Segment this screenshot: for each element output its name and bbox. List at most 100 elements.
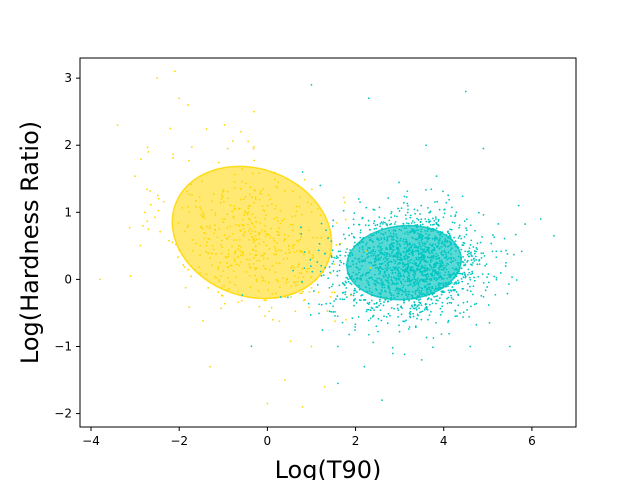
scatter-point: [469, 253, 472, 255]
scatter-point: [346, 272, 349, 275]
scatter-point: [434, 271, 437, 274]
scatter-point: [369, 238, 372, 241]
scatter-point: [162, 200, 165, 203]
scatter-point: [351, 252, 353, 255]
scatter-point: [382, 258, 385, 261]
scatter-point: [437, 270, 440, 273]
scatter-point: [272, 237, 275, 240]
scatter-point: [253, 159, 256, 162]
scatter-point: [425, 276, 428, 278]
scatter-point: [408, 256, 410, 258]
scatter-point: [254, 239, 256, 242]
scatter-point: [434, 216, 437, 219]
scatter-point: [344, 251, 347, 254]
scatter-point: [339, 298, 342, 300]
scatter-point: [465, 227, 467, 230]
scatter-point: [384, 231, 387, 234]
scatter-point: [508, 345, 511, 348]
scatter-point: [284, 379, 286, 381]
scatter-point: [188, 159, 190, 162]
scatter-point: [301, 171, 304, 173]
scatter-point: [399, 245, 402, 248]
scatter-point: [346, 267, 349, 270]
scatter-point: [447, 296, 450, 299]
scatter-point: [359, 231, 362, 234]
scatter-point: [495, 276, 498, 279]
scatter-point: [379, 245, 382, 248]
scatter-point: [463, 220, 466, 223]
scatter-point: [424, 294, 427, 297]
scatter-point: [482, 147, 485, 150]
scatter-point: [487, 281, 490, 284]
scatter-point: [207, 237, 210, 240]
scatter-point: [395, 247, 398, 250]
scatter-point: [454, 281, 457, 284]
scatter-point: [420, 359, 423, 361]
scatter-point: [345, 318, 348, 321]
scatter-point: [244, 210, 247, 212]
scatter-point: [421, 242, 423, 244]
scatter-point: [435, 279, 438, 282]
scatter-point: [408, 243, 411, 246]
scatter-point: [255, 220, 258, 223]
scatter-point: [425, 232, 427, 235]
scatter-point: [432, 257, 435, 260]
scatter-point: [413, 208, 416, 211]
scatter-point: [441, 310, 444, 313]
scatter-point: [439, 288, 441, 291]
scatter-point: [453, 288, 456, 291]
scatter-point: [460, 267, 463, 270]
scatter-point: [410, 258, 413, 261]
scatter-point: [457, 255, 460, 258]
scatter-point: [462, 276, 465, 279]
scatter-point: [473, 257, 475, 260]
scatter-point: [402, 222, 405, 225]
scatter-point: [365, 286, 367, 289]
scatter-point: [408, 283, 411, 286]
scatter-point: [333, 256, 336, 259]
scatter-point: [233, 258, 236, 260]
scatter-point: [330, 310, 333, 313]
scatter-point: [446, 245, 449, 248]
scatter-point: [429, 289, 432, 292]
scatter-point: [390, 298, 392, 301]
scatter-point: [199, 254, 202, 256]
scatter-point: [362, 236, 365, 239]
scatter-point: [382, 222, 384, 225]
scatter-point: [505, 249, 507, 252]
scatter-point: [424, 264, 427, 267]
scatter-point: [460, 248, 463, 251]
scatter-point: [354, 280, 357, 283]
scatter-point: [267, 288, 269, 291]
scatter-point: [345, 296, 348, 299]
scatter-point: [332, 260, 335, 263]
scatter-point: [320, 236, 323, 239]
scatter-point: [469, 290, 472, 293]
scatter-point: [283, 218, 286, 221]
scatter-point: [424, 280, 427, 283]
scatter-point: [379, 225, 382, 228]
scatter-point: [291, 244, 294, 247]
scatter-point: [462, 264, 465, 267]
scatter-point: [235, 224, 238, 226]
scatter-point: [432, 217, 434, 220]
scatter-point: [134, 175, 136, 178]
scatter-point: [219, 201, 222, 204]
scatter-point: [235, 239, 238, 241]
scatter-point: [433, 274, 436, 277]
scatter-point: [539, 218, 542, 220]
scatter-point: [380, 232, 382, 235]
scatter-point: [388, 244, 391, 246]
scatter-point: [153, 216, 156, 219]
scatter-point: [445, 201, 448, 204]
scatter-point: [251, 230, 253, 232]
scatter-point: [413, 259, 416, 262]
scatter-point: [392, 352, 394, 355]
scatter-point: [393, 234, 395, 236]
scatter-point: [237, 244, 240, 247]
scatter-point: [362, 241, 365, 243]
scatter-point: [448, 291, 451, 294]
scatter-point: [380, 267, 383, 270]
scatter-point: [332, 283, 334, 286]
scatter-point: [408, 299, 410, 302]
